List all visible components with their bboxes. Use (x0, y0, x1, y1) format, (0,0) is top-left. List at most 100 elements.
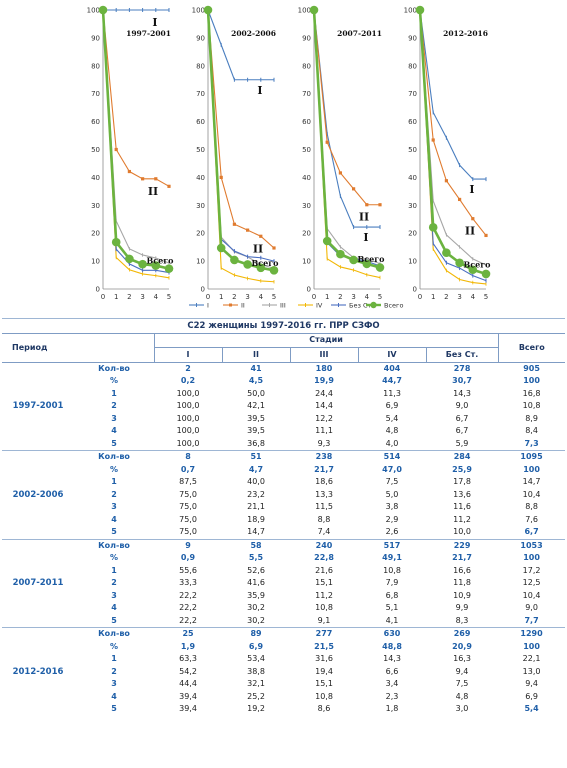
table-cell: 11,5 (315, 502, 333, 512)
table-cell: 15,1 (315, 679, 333, 689)
table-cell: 180 (290, 361, 359, 375)
table-row: % 1,9 6,9 21,5 48,8 20,9 100 (2, 641, 565, 654)
y-tick-label: 10 (302, 258, 311, 266)
row-label: 1 (111, 654, 117, 664)
table-row: 2 100,0 42,1 14,4 6,9 9,0 10,8 (2, 400, 565, 413)
data-point (322, 236, 332, 246)
series-line-ii (419, 9, 487, 236)
series-label-total: Всего (358, 254, 386, 264)
legend-label: II (241, 302, 245, 310)
total-cell: 100 (523, 464, 540, 474)
data-point (428, 223, 438, 232)
table-cell: 5,0 (385, 489, 399, 499)
y-tick-label: 20 (302, 230, 311, 238)
table-cell: 47,0 (382, 464, 402, 474)
table-row: 3 22,2 35,9 11,2 6,8 10,9 10,4 (2, 590, 565, 603)
x-tick-label: 3 (245, 293, 249, 301)
table-cell: 10,0 (453, 527, 471, 537)
y-tick-label: 30 (408, 202, 417, 210)
data-point (232, 222, 236, 226)
table-cell: 41 (222, 361, 291, 375)
header-stages: Стадии (153, 333, 499, 348)
series-label-ii: II (359, 211, 369, 224)
x-tick-label: 0 (312, 293, 316, 301)
table-cell: 10,8 (315, 691, 333, 701)
x-tick-label: 5 (484, 293, 488, 301)
table-row: 1 63,3 53,4 31,6 14,3 16,3 22,1 (2, 653, 565, 666)
table-cell: 22,2 (179, 615, 197, 625)
table-cell: 30,2 (247, 603, 265, 613)
table-cell: 2,6 (385, 527, 399, 537)
data-point (138, 259, 147, 269)
table-cell: 25 (154, 627, 223, 641)
y-tick-label: 100 (87, 7, 100, 15)
row-label: 5 (111, 615, 117, 625)
row-label: 3 (111, 679, 117, 689)
table-cell: 12,2 (315, 413, 333, 423)
table-cell: 38,8 (247, 666, 265, 676)
table-row: 2 33,3 41,6 15,1 7,9 11,8 12,5 (2, 577, 565, 590)
data-point (352, 187, 356, 191)
row-label: 5 (111, 438, 117, 448)
stage-header: III (289, 347, 359, 363)
y-tick-label: 50 (196, 146, 205, 154)
total-cell: 14,7 (522, 477, 541, 487)
table-cell: 51 (222, 450, 291, 464)
data-point (481, 269, 491, 279)
table-cell: 278 (426, 361, 499, 375)
table-cell: 8,8 (317, 514, 331, 524)
y-tick-label: 100 (404, 7, 417, 15)
table-cell: 3,8 (385, 502, 399, 512)
table-cell: 6,7 (455, 413, 469, 423)
data-point (484, 233, 488, 238)
table-row: 3 100,0 39,5 12,2 5,4 6,7 8,9 (2, 413, 565, 426)
table-cell: 7,5 (385, 477, 399, 487)
table-cell: 39,4 (179, 704, 197, 714)
table-cell: 33,3 (179, 578, 197, 588)
table-cell: 10,8 (315, 603, 333, 613)
table-cell: 9,4 (455, 666, 469, 676)
series-label-ii: II (148, 185, 158, 198)
x-tick-label: 0 (418, 293, 422, 301)
y-tick-label: 60 (302, 118, 311, 126)
y-tick-label: 0 (201, 286, 205, 294)
total-cell: 100 (523, 553, 540, 563)
series-line-всего (101, 9, 170, 270)
header-total: Всего (497, 333, 566, 363)
table-row: 4 100,0 39,5 11,1 4,8 6,7 8,4 (2, 425, 565, 438)
table-cell: 63,3 (179, 654, 197, 664)
chart-title: 2012-2016 (443, 29, 488, 38)
table-cell: 4,0 (385, 438, 399, 448)
table-cell: 23,2 (247, 489, 265, 499)
x-tick-label: 0 (101, 293, 105, 301)
table-cell: 10,8 (383, 565, 401, 575)
table-cell: 42,1 (247, 401, 265, 411)
data-point (111, 237, 121, 247)
table-cell: 4,1 (385, 615, 399, 625)
table-cell: 4,7 (248, 464, 264, 474)
period-cell: 1997-2001 (2, 361, 74, 451)
y-tick-label: 90 (196, 34, 205, 42)
table-cell: 19,9 (314, 376, 334, 386)
table-cell: 14,3 (383, 654, 401, 664)
table-cell: 16,6 (453, 565, 471, 575)
table-cell: 21,5 (314, 641, 334, 651)
x-tick-label: 3 (457, 293, 461, 301)
total-cell: 100 (523, 376, 540, 386)
table-cell: 4,8 (455, 691, 469, 701)
chart-title: 2007-2011 (337, 29, 382, 38)
total-cell: 7,3 (524, 438, 539, 448)
x-tick-label: 1 (431, 293, 435, 301)
total-cell: 1053 (498, 538, 566, 552)
table-cell: 15,1 (315, 578, 333, 588)
table-cell: 229 (426, 538, 499, 552)
data-point (431, 138, 435, 142)
table-cell: 17,8 (453, 477, 471, 487)
y-tick-label: 100 (298, 7, 311, 15)
total-cell: 22,1 (522, 654, 541, 664)
data-point (325, 140, 329, 144)
row-label: 5 (111, 704, 117, 714)
y-tick-label: 70 (196, 90, 205, 98)
legend-label: Без Ст (349, 302, 372, 310)
table-row: 5 100,0 36,8 9,3 4,0 5,9 7,3 (2, 438, 565, 451)
